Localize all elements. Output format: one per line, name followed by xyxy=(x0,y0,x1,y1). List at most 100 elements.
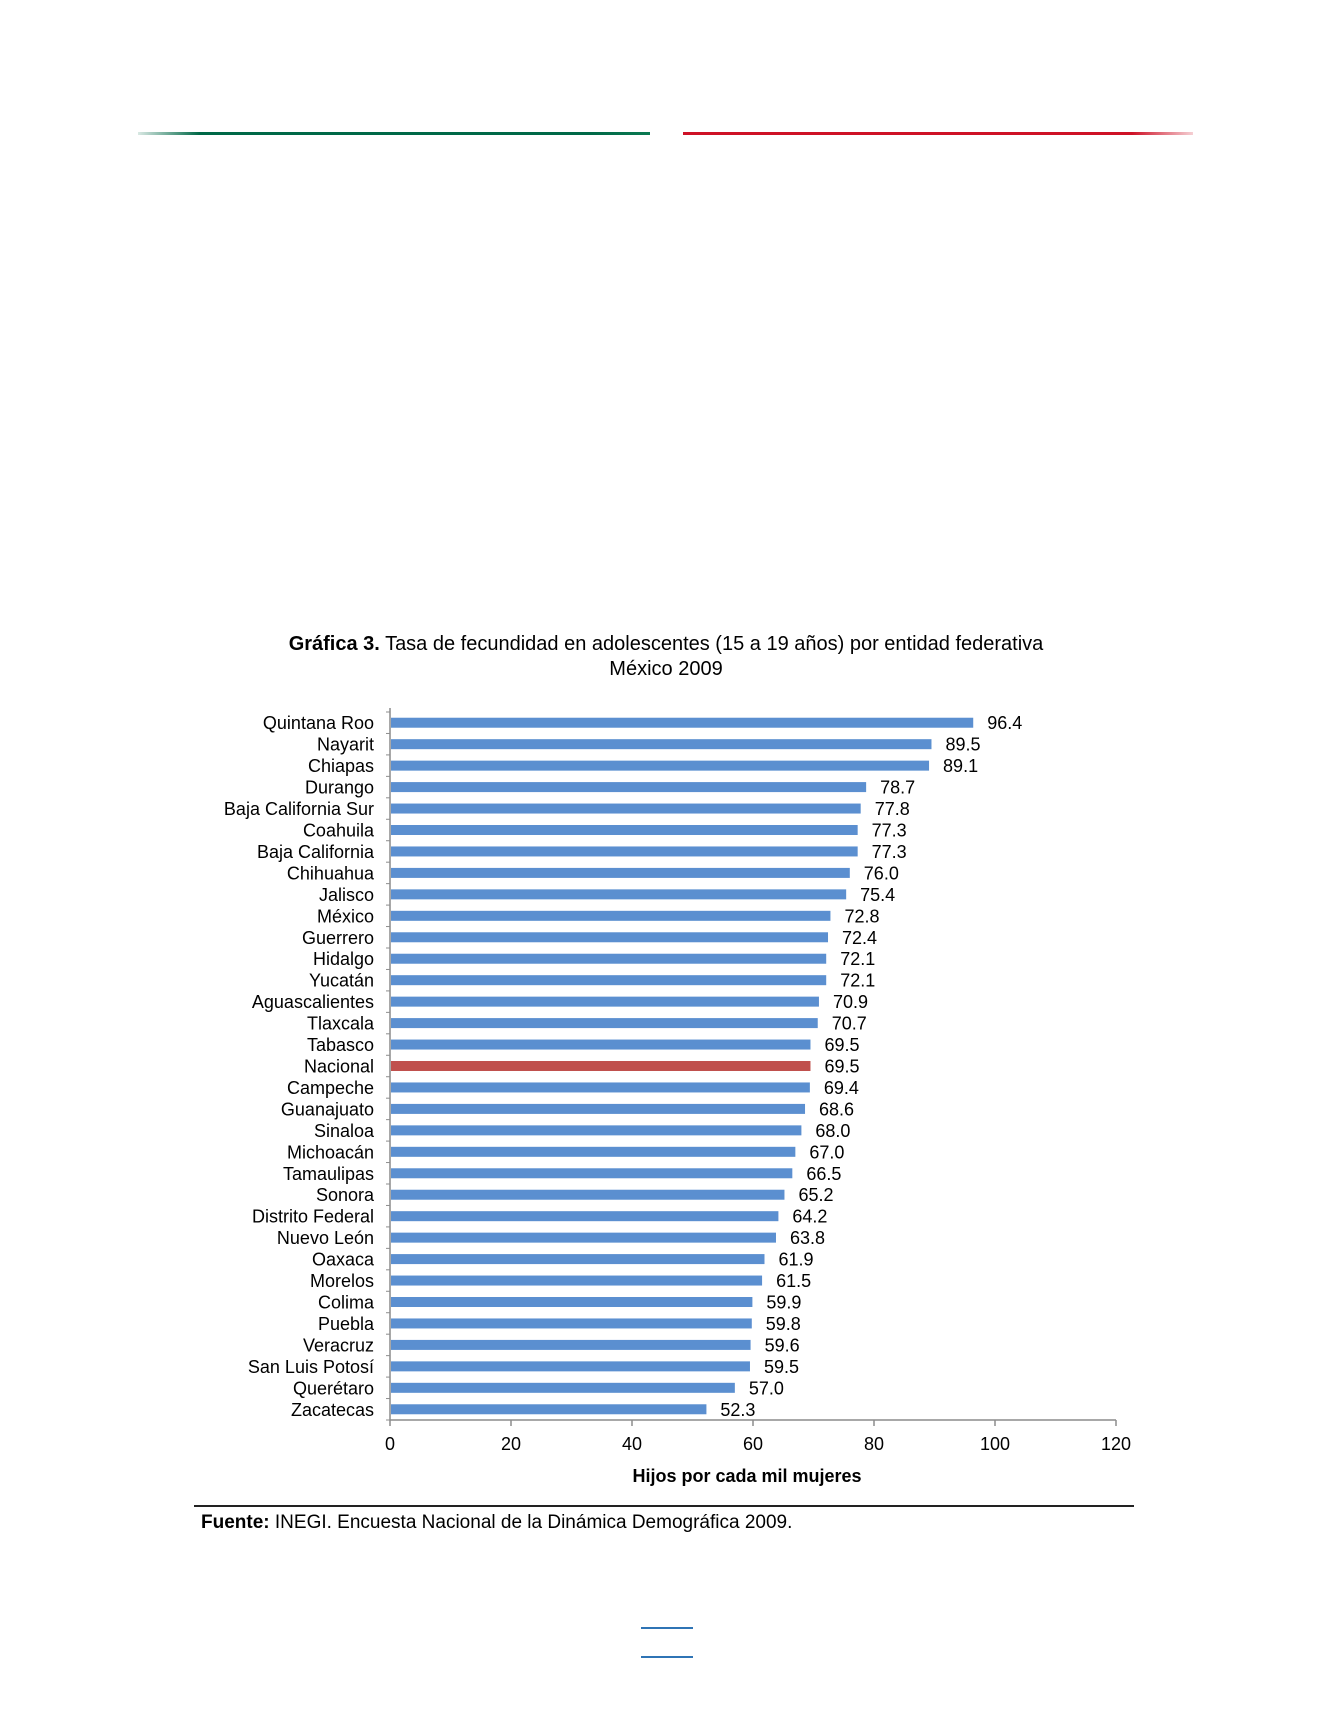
bar-chiapas xyxy=(391,760,930,771)
category-label: Yucatán xyxy=(309,971,374,991)
chart-title-line: Gráfica 3. Tasa de fecundidad en adolesc… xyxy=(190,632,1142,657)
value-label: 89.1 xyxy=(943,756,978,776)
x-tick-label: 100 xyxy=(980,1434,1010,1454)
x-tick-label: 20 xyxy=(501,1434,521,1454)
value-label: 77.3 xyxy=(872,842,907,862)
x-tick-label: 0 xyxy=(385,1434,395,1454)
bar-san-luis-potos- xyxy=(391,1361,750,1372)
value-label: 70.7 xyxy=(832,1014,867,1034)
source-divider xyxy=(194,1505,1134,1507)
value-label: 65.2 xyxy=(798,1185,833,1205)
bar-durango xyxy=(391,782,867,793)
value-label: 96.4 xyxy=(987,713,1022,733)
value-label: 59.8 xyxy=(766,1314,801,1334)
bar-veracruz xyxy=(391,1339,751,1350)
value-label: 59.6 xyxy=(765,1335,800,1355)
value-label: 69.5 xyxy=(824,1035,859,1055)
bar-guerrero xyxy=(391,932,829,943)
value-label: 67.0 xyxy=(809,1142,844,1162)
value-label: 72.8 xyxy=(844,906,879,926)
bar-quintana-roo xyxy=(391,717,974,728)
category-label: Tlaxcala xyxy=(307,1014,375,1034)
category-label: Chihuahua xyxy=(287,863,375,883)
bar-oaxaca xyxy=(391,1254,765,1265)
bar-guanajuato xyxy=(391,1103,806,1114)
bar-colima xyxy=(391,1297,753,1307)
value-label: 72.1 xyxy=(840,949,875,969)
bar-jalisco xyxy=(391,889,847,900)
value-label: 59.5 xyxy=(764,1357,799,1377)
category-label: Zacatecas xyxy=(291,1400,374,1420)
category-label: Morelos xyxy=(310,1271,374,1291)
value-label: 52.3 xyxy=(720,1400,755,1420)
bar-tamaulipas xyxy=(391,1168,793,1179)
category-label: Distrito Federal xyxy=(252,1207,374,1227)
value-label: 72.4 xyxy=(842,928,877,948)
category-label: Sonora xyxy=(316,1185,375,1205)
chart-title-text: Tasa de fecundidad en adolescentes (15 a… xyxy=(385,633,1044,655)
category-label: Tamaulipas xyxy=(283,1164,374,1184)
value-label: 77.8 xyxy=(875,799,910,819)
bar-zacatecas xyxy=(391,1404,707,1415)
value-label: 77.3 xyxy=(872,821,907,841)
category-label: Hidalgo xyxy=(313,949,374,969)
chart-title: Gráfica 3. Tasa de fecundidad en adolesc… xyxy=(190,632,1142,682)
value-label: 78.7 xyxy=(880,778,915,798)
bar-sonora xyxy=(391,1189,785,1200)
category-label: Quintana Roo xyxy=(263,713,374,733)
chart-title-label: Gráfica 3. xyxy=(288,633,380,655)
category-label: Veracruz xyxy=(303,1335,374,1355)
value-label: 59.9 xyxy=(766,1293,801,1313)
source-label: Fuente: xyxy=(201,1512,270,1533)
value-label: 75.4 xyxy=(860,885,895,905)
category-label: Nayarit xyxy=(317,735,374,755)
x-tick-label: 80 xyxy=(864,1434,884,1454)
bar-baja-california-sur xyxy=(391,803,861,814)
category-label: Michoacán xyxy=(287,1142,374,1162)
category-label: Tabasco xyxy=(307,1035,374,1055)
bar-chihuahua xyxy=(391,867,850,878)
bar-sinaloa xyxy=(391,1125,802,1136)
category-label: Chiapas xyxy=(308,756,374,776)
category-label: Guanajuato xyxy=(281,1099,374,1119)
category-label: Colima xyxy=(318,1293,375,1313)
value-label: 68.6 xyxy=(819,1099,854,1119)
category-label: Guerrero xyxy=(302,928,374,948)
x-tick-label: 120 xyxy=(1101,1434,1131,1454)
category-label: Sinaloa xyxy=(314,1121,375,1141)
chart-subtitle: México 2009 xyxy=(609,658,723,680)
bar-yucat-n xyxy=(391,975,827,986)
value-label: 70.9 xyxy=(833,992,868,1012)
value-label: 89.5 xyxy=(945,735,980,755)
bar-morelos xyxy=(391,1275,763,1286)
bar-campeche xyxy=(391,1082,810,1093)
x-axis-title: Hijos por cada mil mujeres xyxy=(632,1466,861,1486)
category-label: Baja California xyxy=(257,842,375,862)
category-label: México xyxy=(317,906,374,926)
value-label: 57.0 xyxy=(749,1378,784,1398)
value-label: 68.0 xyxy=(815,1121,850,1141)
bar-baja-california xyxy=(391,846,858,857)
value-label: 66.5 xyxy=(806,1164,841,1184)
source-text: INEGI. Encuesta Nacional de la Dinámica … xyxy=(274,1512,793,1533)
header-rule-red xyxy=(683,132,1193,135)
value-label: 69.5 xyxy=(824,1057,859,1077)
bar-tabasco xyxy=(391,1039,811,1050)
category-label: Durango xyxy=(305,778,374,798)
bar-hidalgo xyxy=(391,953,827,964)
bar-michoac-n xyxy=(391,1146,796,1157)
value-label: 76.0 xyxy=(864,863,899,883)
bar-coahuila xyxy=(391,825,858,835)
page-marker-top xyxy=(641,1627,693,1629)
category-label: Campeche xyxy=(287,1078,374,1098)
bar-puebla xyxy=(391,1318,752,1329)
source-note: Fuente: INEGI. Encuesta Nacional de la D… xyxy=(201,1512,792,1534)
bar-nayarit xyxy=(391,739,932,750)
category-label: Coahuila xyxy=(303,821,375,841)
category-label: Jalisco xyxy=(319,885,374,905)
category-label: Querétaro xyxy=(293,1378,374,1398)
bar-m-xico xyxy=(391,910,831,921)
bar-nuevo-le-n xyxy=(391,1232,776,1243)
value-label: 64.2 xyxy=(792,1207,827,1227)
